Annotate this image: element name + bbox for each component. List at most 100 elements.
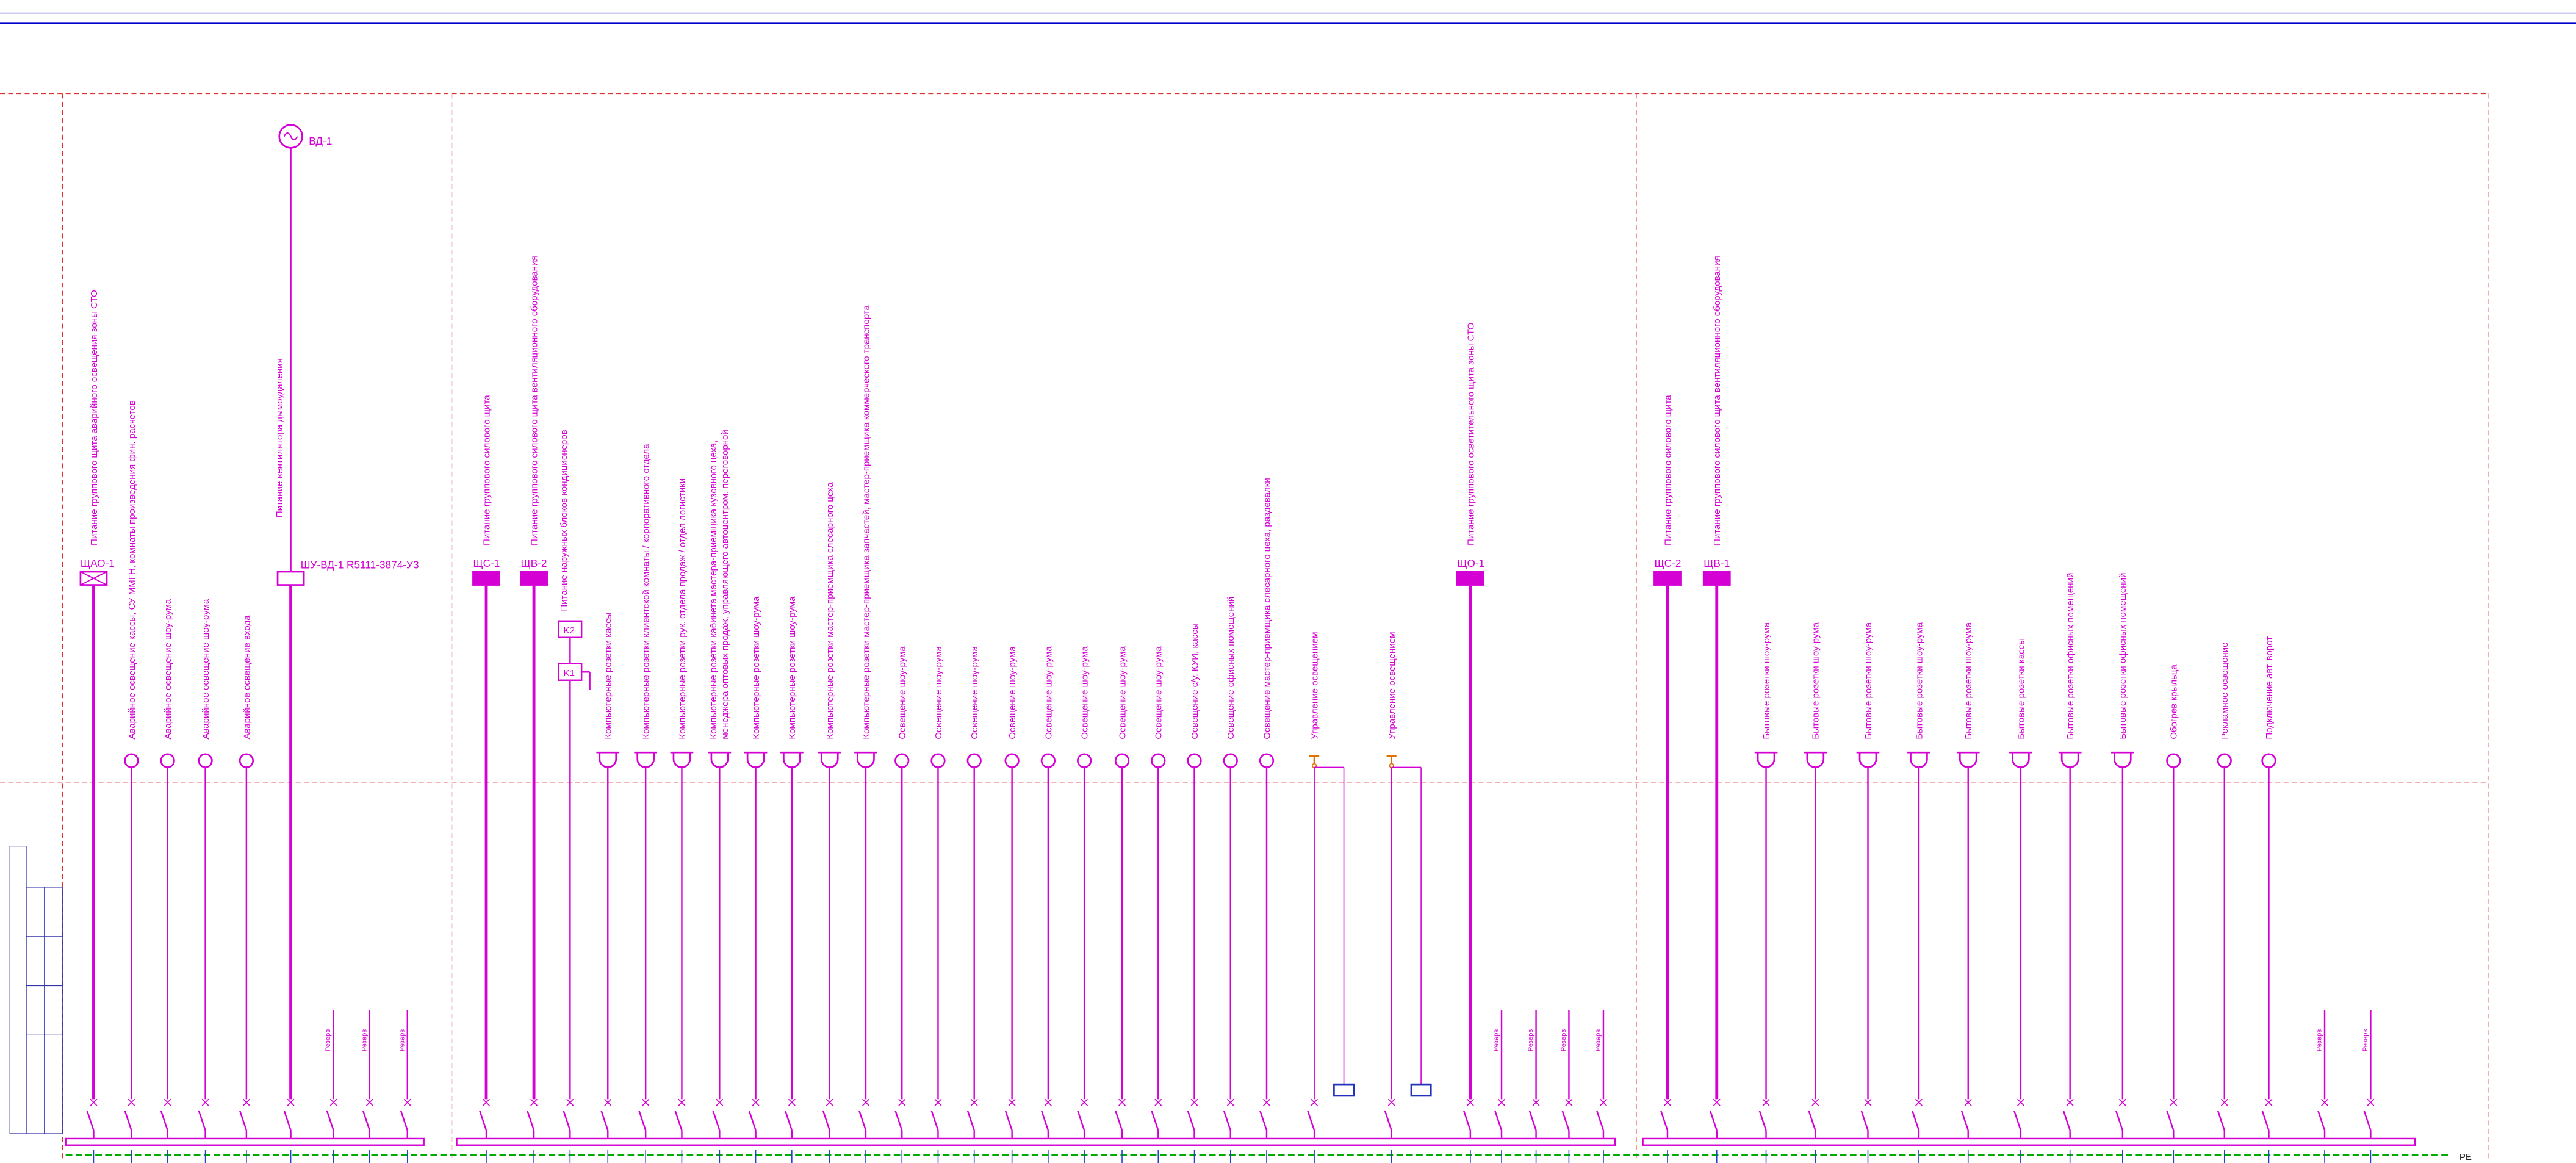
- breaker: [1044, 1098, 1052, 1106]
- feeder-label: Резерв: [1595, 1029, 1602, 1052]
- contactor: [558, 620, 583, 638]
- breaker: [894, 1110, 903, 1131]
- breaker: [2321, 1098, 2328, 1106]
- breaker: [164, 1098, 171, 1106]
- breaker: [1263, 1098, 1270, 1106]
- breaker: [788, 1098, 796, 1106]
- feeder-label: Резерв: [398, 1029, 406, 1052]
- lamp-symbol: [2217, 753, 2232, 768]
- breaker: [1004, 1110, 1013, 1131]
- breaker: [2017, 1098, 2024, 1106]
- breaker: [530, 1098, 538, 1106]
- feeder-label: Резерв: [325, 1029, 332, 1052]
- panel-name: ЩС-2: [1654, 557, 1681, 569]
- panel-symbol: [1702, 571, 1731, 586]
- feeder-label: Компьютерные розетки мастер-приемщика сл…: [825, 482, 835, 740]
- breaker: [822, 1110, 830, 1131]
- feeder-label: Аварийное освещение кассы, СУ ММГН, комн…: [127, 400, 137, 739]
- panel-name: ЩО-1: [1457, 557, 1484, 569]
- socket-symbol: [634, 751, 658, 768]
- breaker: [1307, 1110, 1315, 1131]
- breaker: [1223, 1110, 1231, 1131]
- feeder-label: Аварийное освещение шоу-рума: [163, 599, 173, 739]
- feeder-label: Питание группового силового щита: [481, 395, 492, 545]
- feeder-label: Резерв: [2362, 1029, 2369, 1052]
- socket-symbol: [596, 751, 620, 768]
- busbar: [456, 1137, 1616, 1146]
- feeder-label: Освещение шоу-рума: [1080, 646, 1090, 740]
- breaker: [1758, 1110, 1767, 1131]
- lamp-symbol: [1259, 753, 1275, 768]
- socket-symbol: [1804, 751, 1827, 768]
- lamp-symbol: [930, 753, 946, 768]
- feeder-label: Освещение мастер-приемщика слесарного це…: [1262, 478, 1272, 739]
- feeder-label: Бытовые розетки шоу-рума: [1963, 622, 1974, 739]
- unit-symbol: [283, 132, 298, 140]
- breaker: [1077, 1110, 1085, 1131]
- socket-symbol: [670, 751, 694, 768]
- feeder-label: Резерв: [1560, 1029, 1567, 1052]
- breaker: [1115, 1110, 1123, 1131]
- panel-name: ЩС-1: [473, 557, 500, 569]
- feeder-label: Аварийное освещение входа: [242, 615, 252, 740]
- breaker: [1081, 1098, 1088, 1106]
- panel-name: ЩАО-1: [81, 557, 115, 569]
- breaker: [970, 1098, 978, 1106]
- breaker: [160, 1110, 168, 1131]
- breaker: [898, 1098, 906, 1106]
- breaker: [2062, 1110, 2071, 1131]
- breaker: [362, 1110, 370, 1131]
- feeder-label: Освещение шоу-рума: [1043, 646, 1054, 740]
- socket-symbol: [1956, 751, 1980, 768]
- feeder-label: Компьютерные розетки шоу-рума: [751, 596, 761, 740]
- breaker: [2261, 1110, 2270, 1131]
- breaker: [1762, 1098, 1770, 1106]
- breaker: [2363, 1110, 2372, 1131]
- breaker: [1860, 1110, 1869, 1131]
- breaker: [1462, 1110, 1472, 1131]
- breaker: [2115, 1110, 2123, 1131]
- feeder-label: Освещение с/у, КУИ, кассы: [1190, 623, 1200, 739]
- breaker: [1565, 1098, 1573, 1106]
- breaker: [716, 1098, 724, 1106]
- breaker: [1008, 1098, 1016, 1106]
- lamp-symbol: [1076, 753, 1092, 768]
- breaker: [1808, 1110, 1816, 1131]
- breaker: [566, 1098, 574, 1106]
- breaker: [365, 1098, 373, 1106]
- breaker: [1187, 1110, 1195, 1131]
- feeder-label: Аварийное освещение шоу-рума: [201, 599, 211, 739]
- socket-symbol: [780, 751, 804, 768]
- lamp-symbol: [894, 753, 910, 768]
- breaker: [1713, 1098, 1721, 1106]
- breaker: [1190, 1098, 1198, 1106]
- socket-symbol: [2058, 751, 2082, 768]
- breaker: [1040, 1110, 1049, 1131]
- feeder-label: Резерв: [2316, 1029, 2323, 1052]
- breaker: [1259, 1110, 1268, 1131]
- feeder-label: Освещение офисных помещений: [1226, 597, 1236, 740]
- feeder-label: Освещение шоу-рума: [1007, 646, 1018, 740]
- breaker: [1532, 1098, 1540, 1106]
- breaker: [748, 1110, 757, 1131]
- feeder-label: Питание наружных блоков кондиционеров: [559, 430, 569, 611]
- breaker: [2217, 1110, 2225, 1131]
- socket-symbol: [818, 751, 841, 768]
- unit-name: ВД-1: [309, 135, 332, 147]
- feeder-label: Рекламное освещение: [2220, 643, 2230, 740]
- breaker: [1912, 1110, 1920, 1131]
- contactor: [1333, 1083, 1355, 1097]
- breaker: [752, 1098, 760, 1106]
- lamp-symbol: [198, 753, 213, 768]
- pe-label: PE: [2459, 1152, 2472, 1162]
- panel-symbol: [1653, 571, 1682, 586]
- feeder-label: Бытовые розетки офисных помещений: [2118, 573, 2128, 740]
- feeder-label: Освещение шоу-рума: [1117, 646, 1128, 740]
- feeder-label: Компьютерные розетки кассы: [603, 613, 614, 740]
- feeder-label: Компьютерные розетки мастер-приемщика за…: [861, 304, 871, 739]
- feeder-label: менеджера оптовых продаж, управляющего а…: [720, 430, 730, 740]
- feeder-label: Питание группового щита аварийного освещ…: [89, 290, 99, 545]
- breaker: [2066, 1098, 2074, 1106]
- breaker: [483, 1098, 490, 1106]
